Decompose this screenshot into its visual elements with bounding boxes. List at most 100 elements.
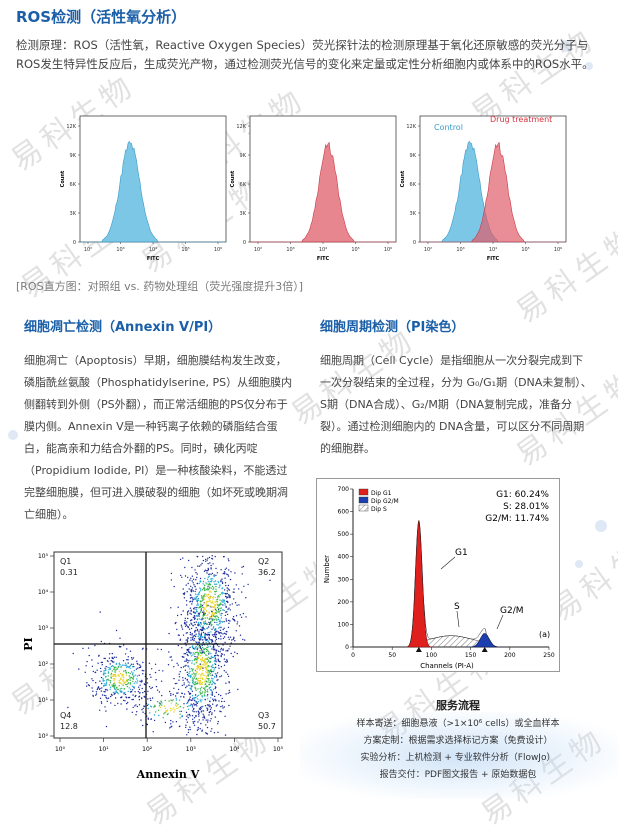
service-steps: 样本寄送：细胞悬液（>1×10⁶ cells）或全血样本 方案定制：根据需求选择… [330, 716, 586, 784]
flow-x-tick: 10⁵ [273, 746, 284, 753]
q4-value: 12.8 [60, 722, 78, 731]
peak-label-g1: G1 [455, 548, 468, 558]
cycle-y-tick: 0 [345, 644, 349, 651]
cell-cycle-section-title: 细胞周期检测（PI染色） [320, 320, 465, 335]
flow-y-tick: 10¹ [38, 697, 49, 704]
flow-y-tick: 10³ [38, 625, 49, 632]
cycle-y-tick: 200 [338, 599, 350, 606]
service-title: 服务流程 [436, 699, 480, 712]
q2-label: Q2 [258, 557, 269, 566]
peak-label-g2m: G2/M [500, 606, 524, 616]
ros-x-tick: 10⁵ [351, 247, 359, 253]
ros-y-tick: 0 [243, 240, 246, 246]
ros-x-tick: 10⁴ [319, 247, 327, 253]
g1-peak [404, 519, 433, 648]
cycle-x-tick: 100 [426, 652, 438, 659]
stat-g2m: G2/M: 11.74% [485, 514, 549, 524]
service-step: 实验分析：上机检测 + 专业软件分析（FlowJo） [360, 753, 556, 763]
decorative-molecule [575, 560, 583, 568]
flow-y-tick: 10² [38, 661, 49, 668]
ros-y-tick: 6K [240, 182, 247, 188]
apoptosis-description: 细胞凋亡（Apoptosis）早期，细胞膜结构发生改变，磷脂酰丝氨酸（Phosp… [24, 354, 293, 521]
ros-y-tick: 3K [70, 211, 77, 217]
flow-x-tick: 10⁰ [55, 746, 66, 753]
legend-g2m: Dip G2/M [371, 498, 399, 505]
cycle-y-tick: 400 [338, 554, 350, 561]
flow-x-tick: 10³ [186, 746, 197, 753]
decorative-molecule [560, 40, 572, 52]
ros-y-tick: 9K [240, 153, 247, 159]
ros-x-tick: 10² [84, 247, 92, 253]
ros-histogram-control: 12K 9K 6K 3K 0 10² 10³ 10⁴ 10⁵ 10⁶ Count FITC [58, 108, 238, 278]
cycle-y-tick: 100 [338, 621, 350, 628]
ros-y-tick: 12K [66, 124, 76, 130]
ros-x-tick: 10⁶ [214, 247, 222, 253]
flow-x-tick: 10² [142, 746, 153, 753]
flow-x-tick: 10¹ [99, 746, 110, 753]
cycle-x-tick: 200 [504, 652, 516, 659]
legend-control: Control [434, 123, 463, 132]
service-step: 方案定制：根据需求选择标记方案（免费设计） [363, 736, 553, 746]
cycle-x-tick: 250 [543, 652, 555, 659]
ros-x-tick: 10⁴ [489, 247, 497, 253]
ros-x-tick: 10⁶ [554, 247, 562, 253]
annexin-axis-label: Annexin V [136, 768, 200, 781]
ros-x-label: FITC [487, 256, 500, 262]
panel-label: (a) [539, 630, 550, 639]
service-background [300, 712, 618, 799]
decorative-molecule [585, 62, 593, 70]
ros-y-tick: 6K [410, 182, 417, 188]
ros-x-label: FITC [317, 256, 330, 262]
apoptosis-section-title: 细胞凋亡检测（Annexin V/PI） [24, 320, 222, 335]
control-histogram [80, 140, 226, 243]
drug-histogram [420, 141, 566, 243]
ros-y-tick: 9K [70, 153, 77, 159]
q3-value: 50.7 [258, 722, 276, 731]
ros-y-tick: 3K [240, 211, 247, 217]
drug-histogram [250, 141, 396, 243]
ros-x-tick: 10⁶ [384, 247, 392, 253]
ros-y-label: Count [400, 170, 406, 187]
peak-label-s: S [454, 602, 460, 612]
ros-x-tick: 10⁵ [521, 247, 529, 253]
q3-label: Q3 [258, 711, 269, 720]
ros-y-label: Count [60, 170, 66, 187]
legend-drug: Drug treatment [490, 115, 552, 124]
ros-x-label: FITC [147, 256, 160, 262]
cycle-y-tick: 700 [338, 486, 350, 493]
flow-y-tick: 10⁴ [38, 589, 49, 596]
ros-x-tick: 10³ [116, 247, 124, 253]
ros-x-tick: 10⁵ [181, 247, 189, 253]
cell-cycle-histogram: 0 50 100 150 200 250 0 100 200 300 400 500 600 700 Di… [316, 478, 560, 672]
q1-label: Q1 [60, 557, 71, 566]
q2-value: 36.2 [258, 568, 276, 577]
ros-caption: [ROS直方图：对照组 vs. 药物处理组（荧光强度提升3倍）] [16, 280, 304, 293]
ros-y-tick: 0 [413, 240, 416, 246]
service-step: 样本寄送：细胞悬液（>1×10⁶ cells）或全血样本 [356, 719, 560, 729]
decorative-molecule [8, 430, 18, 440]
ros-y-tick: 12K [236, 124, 246, 130]
legend-s: Dip S [371, 506, 387, 513]
ros-y-tick: 12K [406, 124, 416, 130]
ros-histogram-drug: 12K 9K 6K 3K 0 10² 10³ 10⁴ 10⁵ 10⁶ Count FITC [228, 108, 408, 278]
cell-cycle-description: 细胞周期（Cell Cycle）是指细胞从一次分裂完成到下一次分裂结束的全过程，… [320, 354, 592, 455]
ros-y-tick: 6K [70, 182, 77, 188]
decorative-molecule [595, 520, 607, 532]
q1-value: 0.31 [60, 568, 78, 577]
ros-description: 检测原理：ROS（活性氧，Reactive Oxygen Species）荧光探… [16, 38, 594, 71]
ros-section-title: ROS检测（活性氧分析） [16, 8, 187, 26]
ros-y-label: Count [230, 170, 236, 187]
cycle-y-tick: 300 [338, 576, 350, 583]
ros-y-tick: 3K [410, 211, 417, 217]
ros-x-tick: 10² [254, 247, 262, 253]
cycle-x-tick: 150 [465, 652, 477, 659]
service-step: 报告交付：PDF图文报告 + 原始数据包 [379, 770, 537, 780]
cycle-x-tick: 50 [388, 652, 396, 659]
cycle-y-label: Number [323, 555, 331, 583]
ros-x-tick: 10³ [456, 247, 464, 253]
cycle-x-label: Channels (PI-A) [420, 662, 474, 670]
q4-label: Q4 [60, 711, 71, 720]
ros-x-tick: 10⁴ [149, 247, 157, 253]
flow-y-tick: 10⁰ [38, 733, 49, 740]
ros-x-tick: 10² [424, 247, 432, 253]
